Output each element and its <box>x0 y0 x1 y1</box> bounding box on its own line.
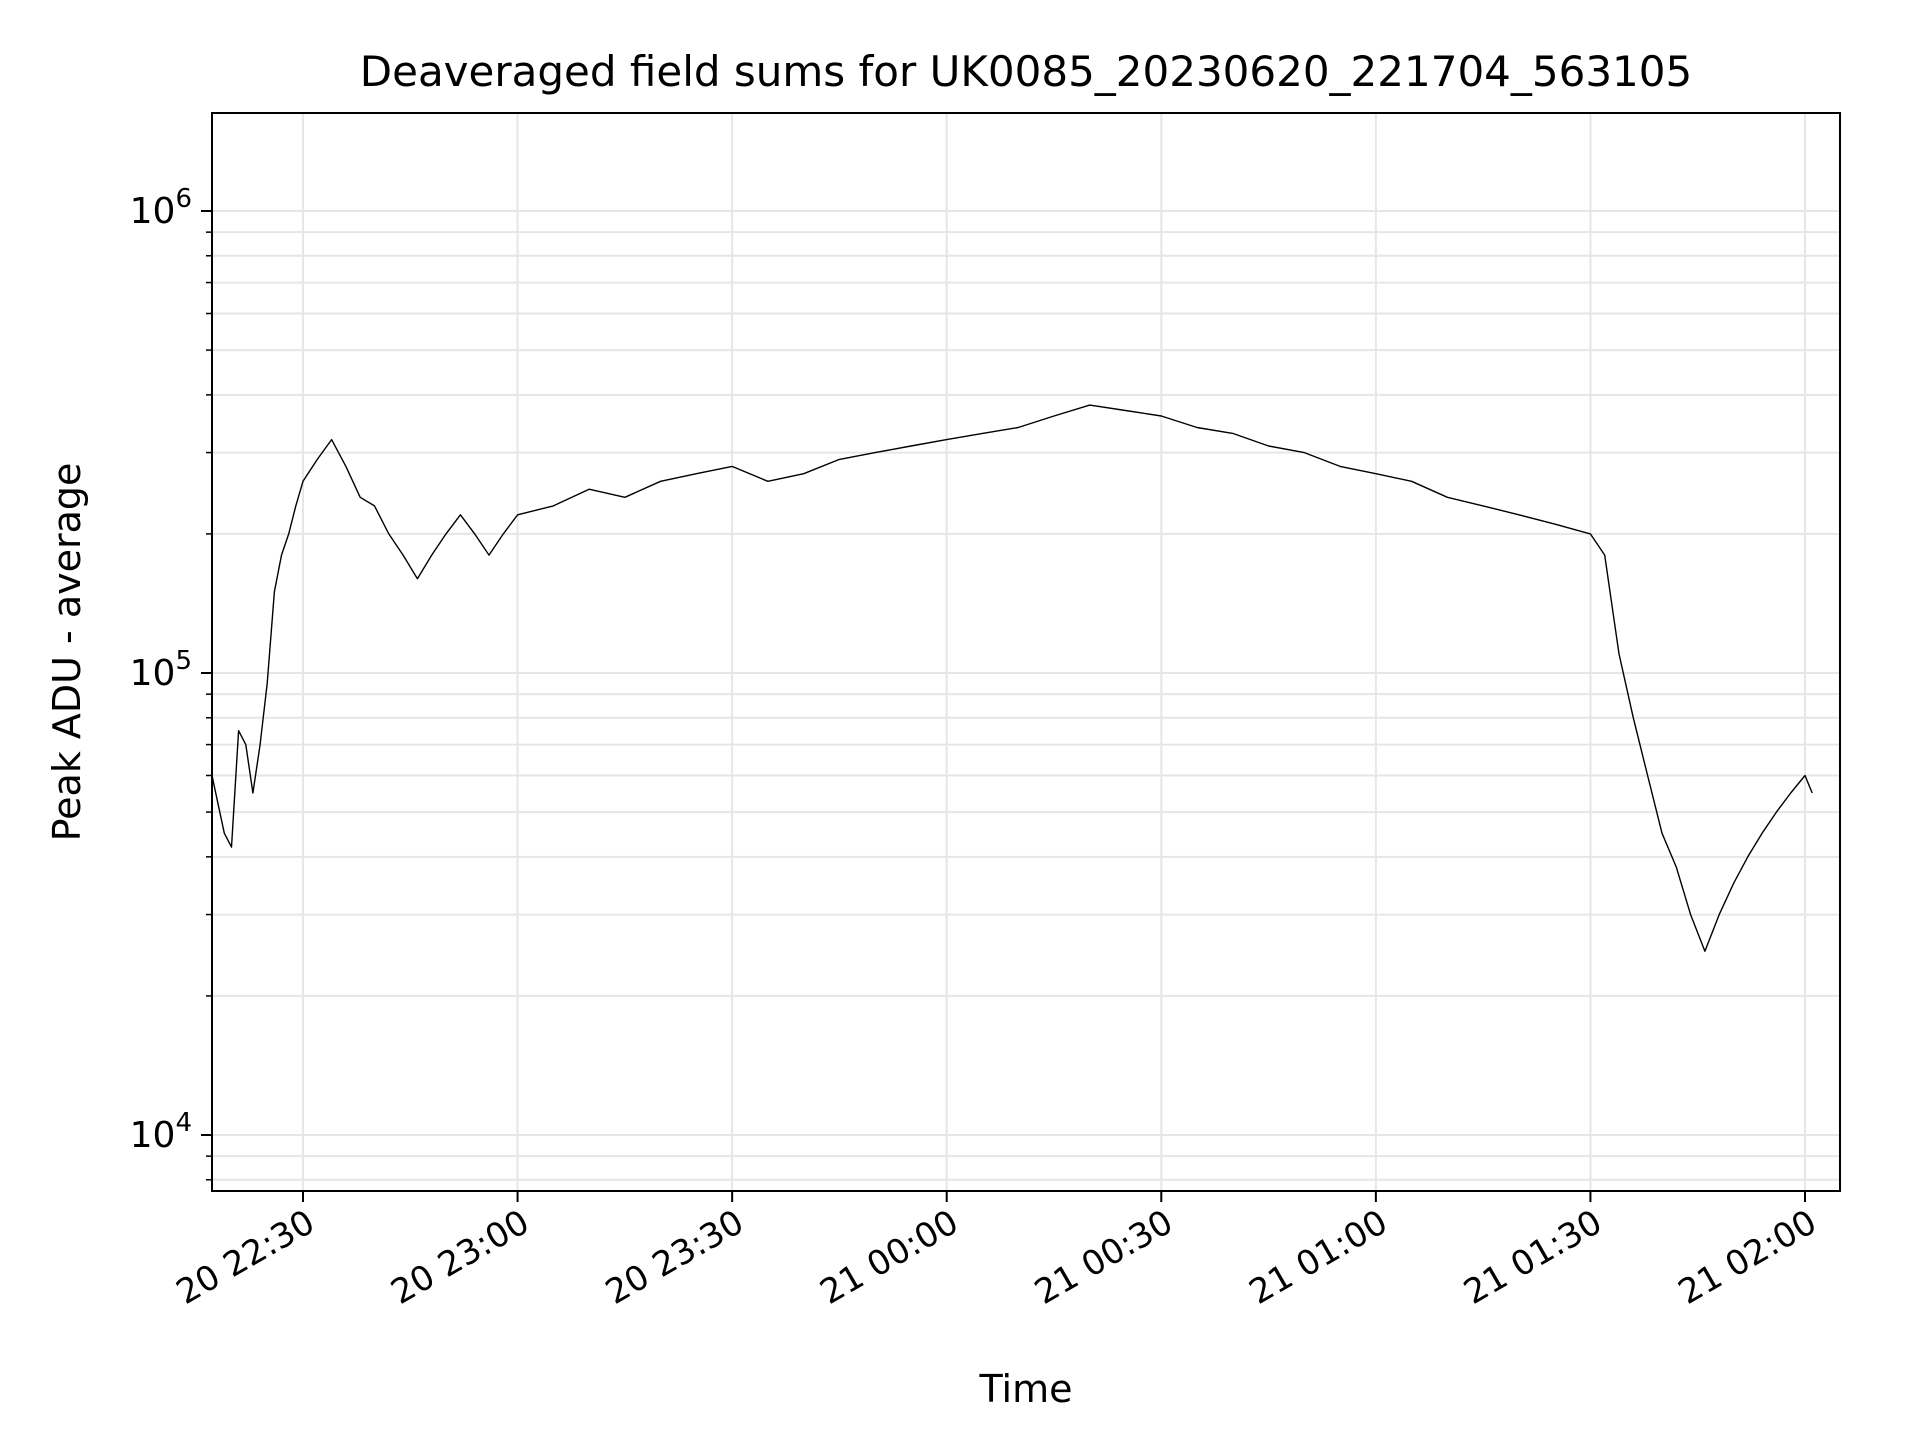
plot-area-frame <box>211 112 1841 1192</box>
y-tick-label: 105 <box>130 646 192 694</box>
x-axis-label: Time <box>979 1367 1073 1411</box>
y-axis-label: Peak ADU - average <box>45 463 89 842</box>
gridlines <box>212 113 1840 1191</box>
y-tick-label-base: 10 <box>130 1115 176 1156</box>
y-tick-label-base: 10 <box>130 191 176 232</box>
series-line <box>211 404 1813 952</box>
y-tick-label: 106 <box>130 184 192 232</box>
y-tick-label-exponent: 6 <box>175 184 192 214</box>
y-tick-label-exponent: 4 <box>175 1108 192 1138</box>
series-group <box>211 404 1813 952</box>
y-tick-label-base: 10 <box>130 653 176 694</box>
chart-title: Deaveraged field sums for UK0085_2023062… <box>360 47 1692 96</box>
y-tick-label-exponent: 5 <box>175 646 192 676</box>
y-tick-label: 104 <box>130 1108 192 1156</box>
